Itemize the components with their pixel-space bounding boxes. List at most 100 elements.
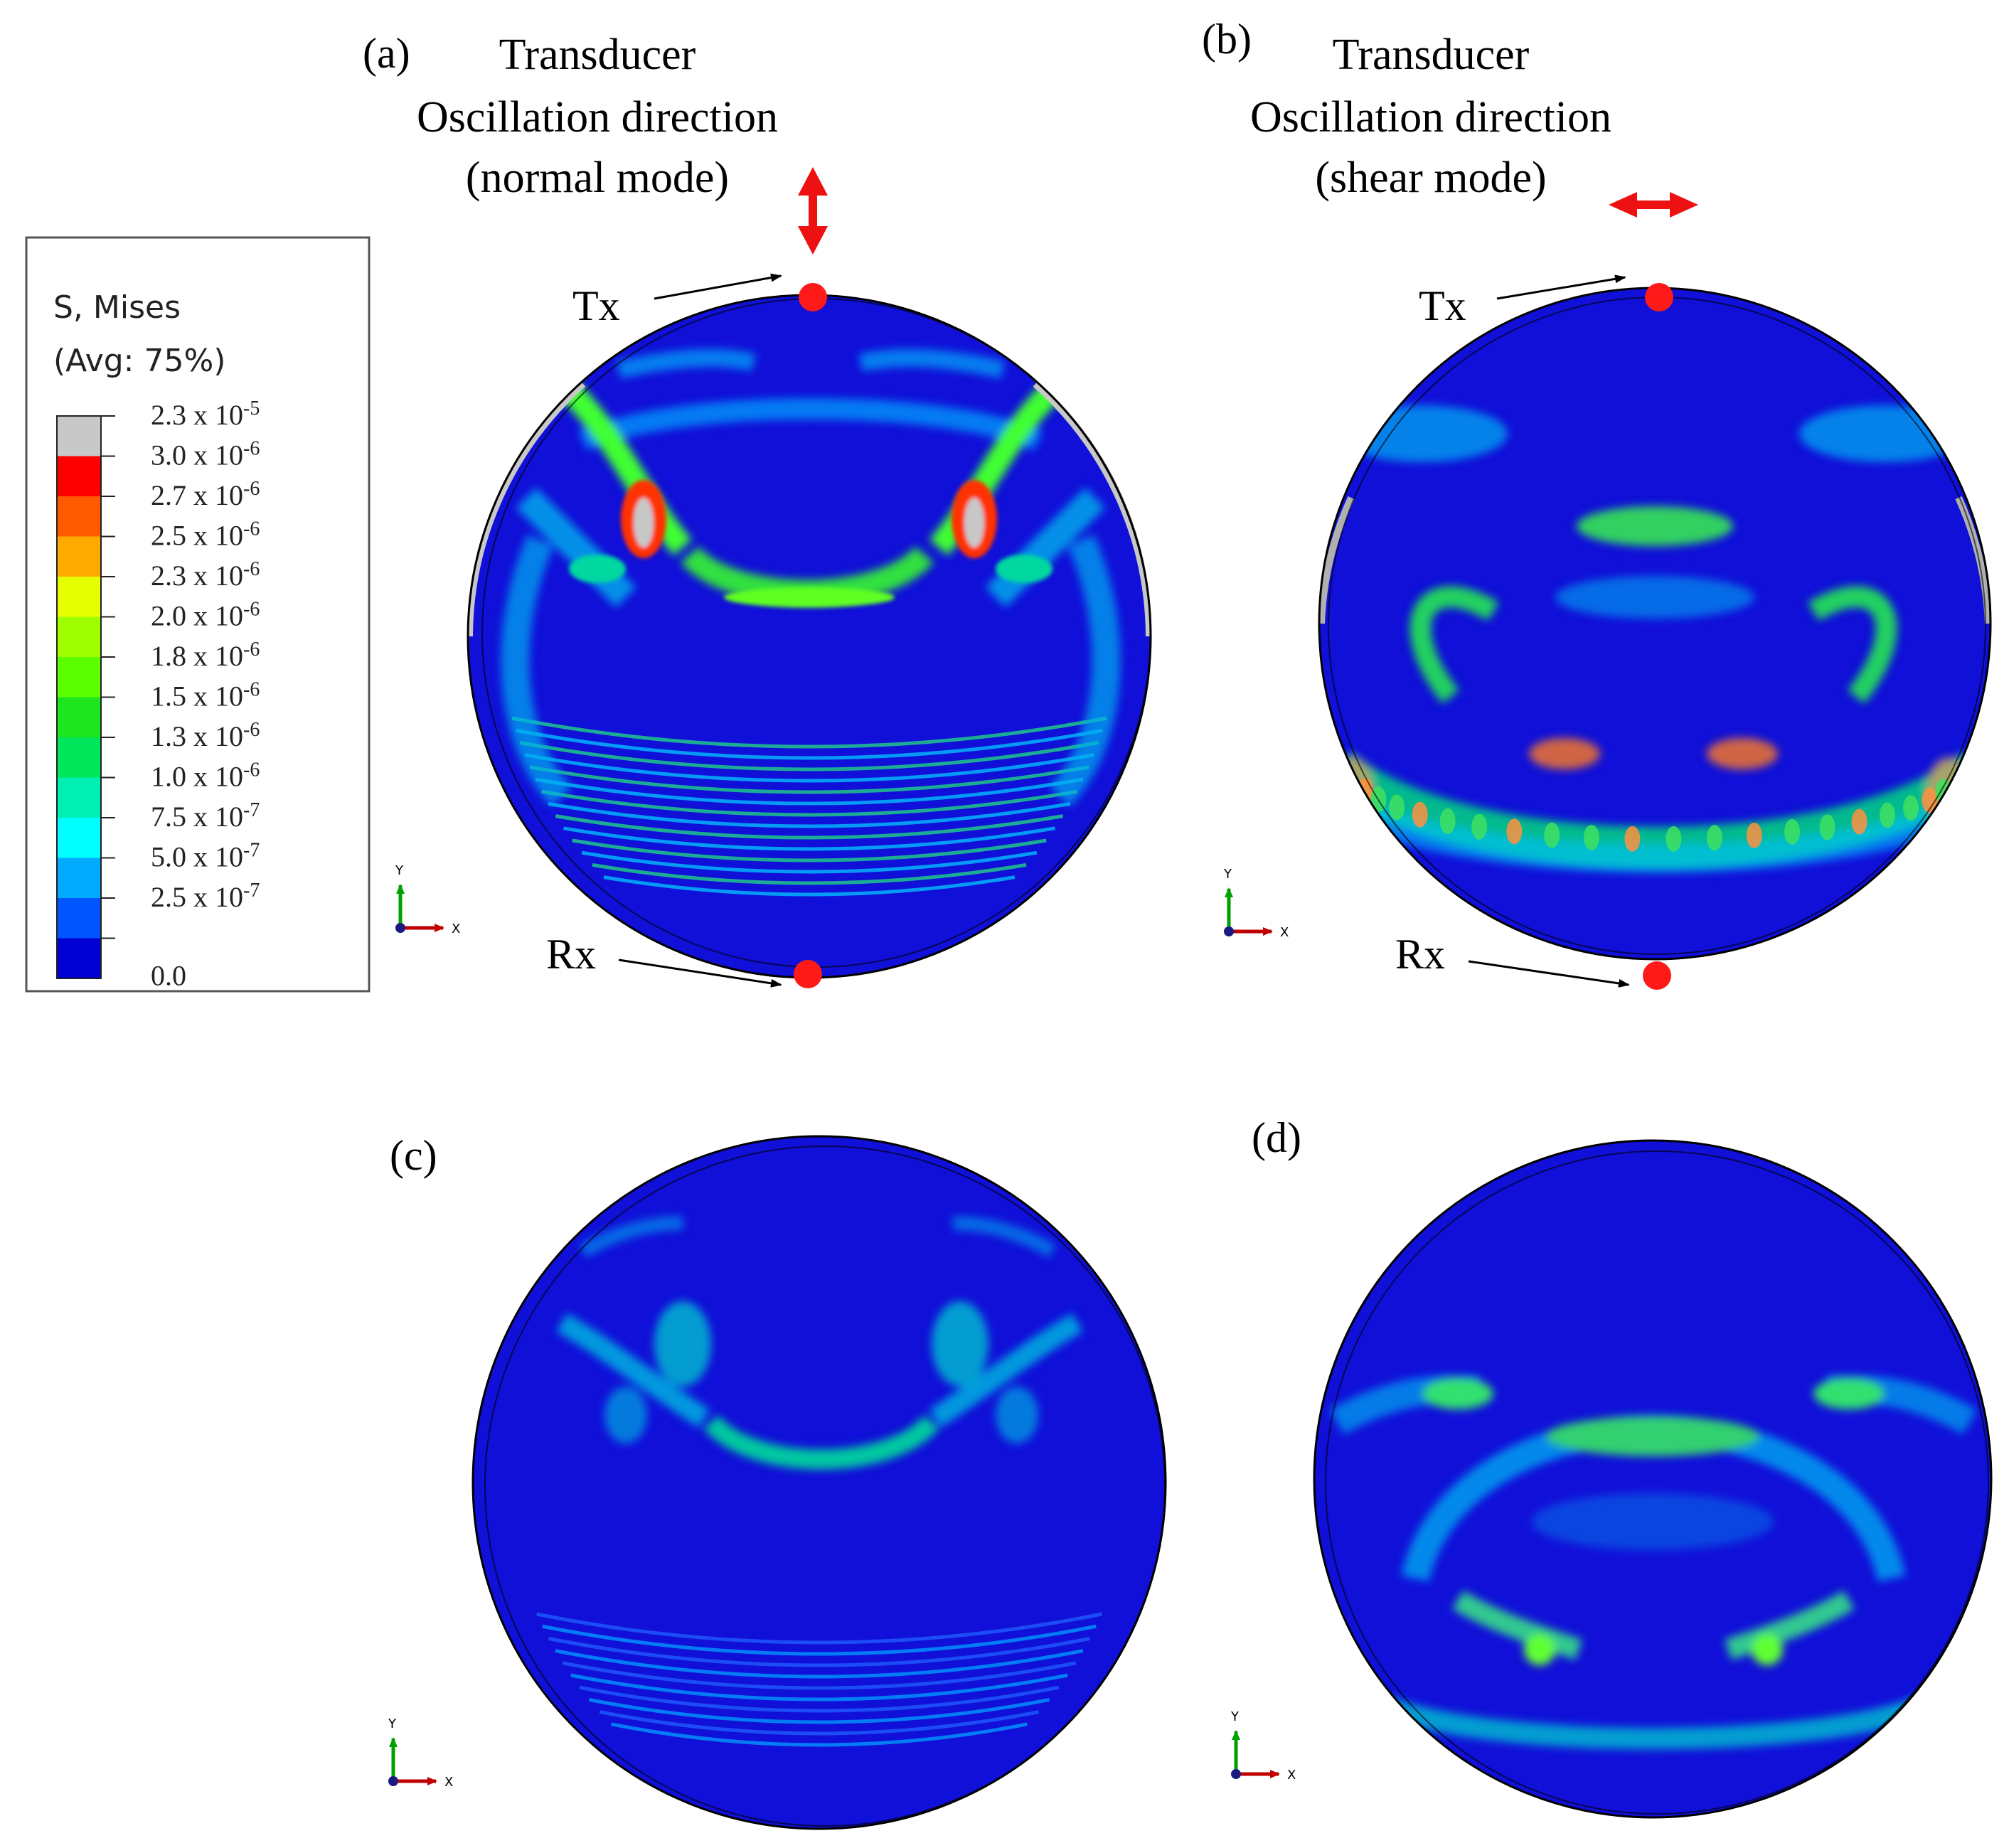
wave-ring	[511, 716, 1107, 749]
wave-node	[1389, 794, 1405, 821]
wave-node	[1471, 813, 1488, 840]
panel-b: (b) Transducer Oscillation direction (sh…	[1202, 16, 1992, 990]
wave-ring	[519, 740, 1099, 771]
legend-value-label: 2.5 x 10-6	[151, 518, 260, 552]
svg-text:Y: Y	[388, 1716, 397, 1731]
wave-ring	[570, 1673, 1068, 1702]
panel-b-title-line1: Transducer	[1333, 31, 1530, 79]
panel-b-wave-nodes	[1358, 778, 1951, 852]
legend-swatch	[57, 697, 101, 737]
wave-ring	[611, 1722, 1028, 1747]
wave-ring	[542, 1624, 1097, 1656]
contour-legend: S, Mises (Avg: 75%) 2.3 x 10-5 3.0 x 10-6…	[25, 236, 371, 993]
panel-a-tx-label: Tx	[572, 282, 620, 329]
wave-ring	[599, 1710, 1040, 1736]
wave-ring	[529, 765, 1089, 794]
wave-ring	[515, 728, 1104, 760]
legend-swatch	[57, 456, 101, 496]
wave-node	[1935, 779, 1951, 805]
legend-value-label: 3.0 x 10-6	[151, 438, 260, 471]
wave-node	[1412, 801, 1428, 828]
legend-value-label: 5.0 x 10-7	[151, 840, 260, 873]
panel-c-wave-rings	[536, 1612, 1102, 1747]
panel-d-stress-field	[1314, 1141, 1991, 1817]
panel-b-rx-label: Rx	[1395, 931, 1445, 978]
panel-a-title-line3: (normal mode)	[466, 154, 729, 202]
legend-swatch	[57, 536, 101, 577]
legend-swatch	[57, 818, 101, 858]
panel-c-stress-field	[473, 1136, 1166, 1829]
panel-d: (d) Y X	[1230, 1114, 1993, 1819]
panel-b-stress-field	[1319, 288, 1991, 959]
panel-c-axis-triad: Y X	[388, 1716, 453, 1790]
shear-mode-arrow-icon	[1609, 192, 1698, 218]
wave-ring	[555, 814, 1064, 840]
wave-ring	[524, 753, 1094, 783]
panel-d-label: (d)	[1252, 1114, 1301, 1161]
panel-a-rx-dot	[794, 960, 822, 988]
wave-ring	[589, 1697, 1050, 1724]
panel-c-label: (c)	[390, 1132, 437, 1179]
panel-b-axis-triad: Y X	[1223, 867, 1289, 940]
wave-ring	[555, 1649, 1084, 1679]
legend-swatch	[57, 616, 101, 657]
svg-text:X: X	[452, 922, 460, 936]
svg-text:X: X	[1287, 1768, 1296, 1783]
panel-a-axis-triad: Y X	[395, 863, 460, 936]
panel-a-stress-field	[468, 295, 1151, 978]
wave-ring	[581, 850, 1038, 874]
legend-swatch	[57, 898, 101, 939]
panel-a-title-line1: Transducer	[499, 31, 696, 79]
legend-value-label: 0.0	[151, 960, 186, 992]
wave-node	[1922, 787, 1938, 813]
legend-swatch	[57, 416, 101, 456]
panel-b-title-line2: Oscillation direction	[1250, 93, 1611, 141]
wave-node	[1746, 822, 1762, 848]
wave-node	[1706, 825, 1722, 851]
panel-b-title-line3: (shear mode)	[1315, 154, 1546, 202]
panel-b-tx-label: Tx	[1419, 282, 1466, 329]
legend-value-label: 2.3 x 10-6	[151, 558, 260, 592]
panel-b-rx-dot	[1643, 961, 1671, 990]
wave-ring	[548, 1636, 1091, 1667]
legend-value-label: 7.5 x 10-7	[151, 799, 260, 833]
wave-node	[1583, 824, 1599, 850]
wave-ring	[572, 838, 1047, 862]
wave-ring	[603, 875, 1016, 897]
panel-b-label: (b)	[1202, 16, 1252, 63]
wave-ring	[541, 789, 1077, 817]
wave-node	[1819, 814, 1835, 840]
legend-value-label: 1.8 x 10-6	[151, 639, 260, 672]
svg-text:Y: Y	[395, 863, 404, 878]
wave-ring	[536, 1612, 1102, 1645]
wave-node	[1624, 826, 1641, 852]
normal-mode-arrow-icon	[798, 167, 828, 255]
wave-ring	[548, 801, 1071, 828]
wave-node	[1506, 818, 1523, 845]
legend-swatch	[57, 657, 101, 698]
legend-value-label: 2.5 x 10-7	[151, 880, 260, 913]
svg-text:Y: Y	[1230, 1709, 1240, 1724]
wave-ring	[535, 777, 1084, 806]
wave-node	[1439, 808, 1456, 834]
wave-ring	[563, 826, 1055, 851]
svg-text:X: X	[444, 1775, 453, 1790]
panel-a-rx-label: Rx	[546, 931, 596, 978]
legend-value-label: 1.0 x 10-6	[151, 759, 260, 793]
wave-node	[1666, 826, 1682, 852]
wave-node	[1544, 822, 1560, 848]
legend-value-label: 1.3 x 10-6	[151, 719, 260, 752]
legend-value-label: 2.3 x 10-5	[151, 397, 260, 431]
wave-ring	[579, 1685, 1060, 1713]
legend-swatch	[57, 737, 101, 778]
wave-node	[1903, 795, 1919, 821]
wave-node	[1784, 818, 1801, 845]
panel-a: (a) Transducer Oscillation direction (no…	[363, 30, 1152, 988]
legend-value-label: 2.0 x 10-6	[151, 599, 260, 632]
legend-swatches: 2.3 x 10-5 3.0 x 10-6 2.7 x 10-6 2.5 x 10-6…	[56, 397, 260, 992]
wave-ring	[592, 862, 1027, 885]
panel-d-axis-triad: Y X	[1230, 1709, 1296, 1783]
legend-swatch	[57, 777, 101, 818]
wave-ring	[562, 1661, 1077, 1690]
